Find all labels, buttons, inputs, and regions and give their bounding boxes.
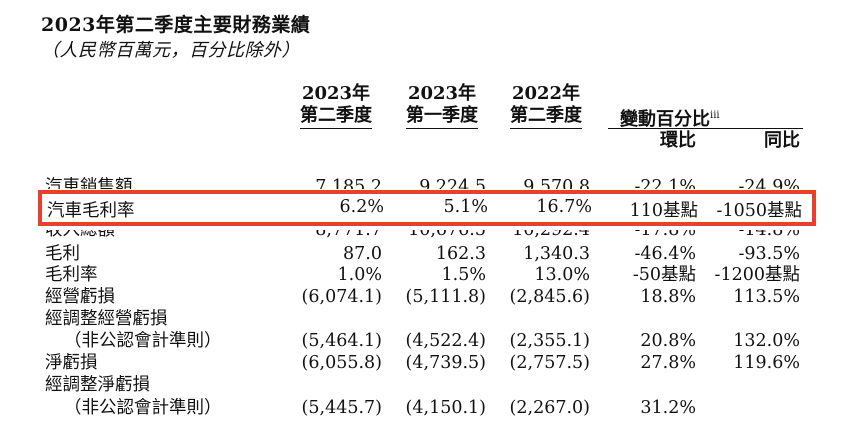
cell-value: (5,111.8) <box>405 287 486 307</box>
cell-value: 113.5% <box>733 287 800 307</box>
row-label: 毛利率 <box>45 265 98 285</box>
cell-value: 20.8% <box>640 331 696 351</box>
cell-value: -1050基點 <box>716 201 802 221</box>
row-label: 收入總額 <box>45 220 115 240</box>
cell-value: -14.8% <box>738 220 800 240</box>
row-label: 經營虧損 <box>45 287 115 307</box>
cell-value: -46.4% <box>634 244 696 264</box>
highlight-box <box>38 190 816 226</box>
cell-value: 9,570.8 <box>523 177 590 197</box>
table-row: 汽車銷售額 7,185.2 9,224.5 9,570.8 -22.1% -24… <box>0 177 852 197</box>
cell-value: (2,845.6) <box>509 287 590 307</box>
cell-value: (5,464.1) <box>301 331 382 351</box>
cell-value: (2,757.5) <box>509 353 590 373</box>
table-row: 毛利 87.0 162.3 1,340.3 -46.4% -93.5% <box>0 244 852 265</box>
col-year: 2022年 <box>511 83 581 104</box>
cell-value: 27.8% <box>640 353 696 373</box>
cell-value: 132.0% <box>733 331 800 351</box>
cell-value: 10,676.5 <box>408 220 486 240</box>
row-label: 淨虧損 <box>45 353 98 373</box>
cell-value: 10,292.4 <box>512 220 590 240</box>
cell-value: 6.2% <box>339 197 384 217</box>
cell-value: 13.0% <box>534 265 590 285</box>
col-header-qoq: 環比 <box>660 130 696 151</box>
col-header-2022q2: 2022年 第二季度 <box>496 83 596 129</box>
cell-value: 16.7% <box>536 197 592 217</box>
cell-value: (5,445.7) <box>301 398 382 418</box>
cell-value: -50基點 <box>632 265 696 285</box>
cell-value: -17.8% <box>634 220 696 240</box>
cell-value: 110基點 <box>629 201 698 221</box>
cell-value: 8,771.7 <box>315 220 382 240</box>
change-header-underline <box>608 128 803 129</box>
cell-value: -1200基點 <box>714 265 800 285</box>
report-title: 2023年第二季度主要財務業績 <box>41 14 311 36</box>
cell-value: -93.5% <box>738 244 800 264</box>
row-label: 經調整淨虧損 <box>45 375 150 395</box>
col-header-change: 變動百分比iii <box>620 105 800 131</box>
cell-value: 162.3 <box>435 244 486 264</box>
cell-value: -22.1% <box>634 177 696 197</box>
cell-value: 31.2% <box>640 398 696 418</box>
report-subtitle: （人民幣百萬元，百分比除外） <box>41 40 300 61</box>
row-label: 汽車銷售額 <box>45 177 133 197</box>
cell-value: (4,522.4) <box>405 331 486 351</box>
highlight-row: 汽車毛利率 6.2% 5.1% 16.7% 110基點 -1050基點 <box>38 190 816 226</box>
cell-value: (2,355.1) <box>509 331 590 351</box>
col-header-yoy: 同比 <box>764 130 800 151</box>
row-label: （非公認會計準則） <box>64 331 222 351</box>
col-year: 2023年 <box>301 83 371 104</box>
table-row: （非公認會計準則） (5,464.1) (4,522.4) (2,355.1) … <box>0 331 852 352</box>
col-header-2023q1: 2023年 第一季度 <box>392 83 492 129</box>
cell-value: (6,055.8) <box>301 353 382 373</box>
cell-value: 1.0% <box>337 265 382 285</box>
col-quarter: 第二季度 <box>510 105 582 129</box>
cell-value: 9,224.5 <box>419 177 486 197</box>
table-row: 毛利率 1.0% 1.5% 13.0% -50基點 -1200基點 <box>0 265 852 286</box>
table-row: 經營虧損 (6,074.1) (5,111.8) (2,845.6) 18.8%… <box>0 287 852 308</box>
cell-value: (2,267.0) <box>509 398 590 418</box>
cell-value: 18.8% <box>640 287 696 307</box>
table-row: 淨虧損 (6,055.8) (4,739.5) (2,757.5) 27.8% … <box>0 353 852 374</box>
col-quarter: 第一季度 <box>406 105 478 129</box>
row-label: （非公認會計準則） <box>64 398 222 418</box>
cell-value: 119.6% <box>733 353 800 373</box>
row-label: 毛利 <box>45 244 80 264</box>
cell-value: 7,185.2 <box>315 177 382 197</box>
cell-value: 1,340.3 <box>523 244 590 264</box>
table-row: 收入總額 8,771.7 10,676.5 10,292.4 -17.8% -1… <box>0 220 852 241</box>
col-header-2023q2: 2023年 第二季度 <box>286 83 386 129</box>
cell-value: 5.1% <box>443 197 488 217</box>
cell-value: (4,150.1) <box>405 398 486 418</box>
table-row: （非公認會計準則） (5,445.7) (4,150.1) (2,267.0) … <box>0 398 852 419</box>
cell-value: 87.0 <box>343 244 382 264</box>
table-row: 經調整淨虧損 <box>0 375 852 396</box>
cell-value: -24.9% <box>738 177 800 197</box>
row-label: 經調整經營虧損 <box>45 309 168 329</box>
cell-value: (6,074.1) <box>301 287 382 307</box>
cell-value: (4,739.5) <box>405 353 486 373</box>
cell-value: 1.5% <box>441 265 486 285</box>
col-year: 2023年 <box>407 83 477 104</box>
col-quarter: 第二季度 <box>300 105 372 129</box>
table-row: 經調整經營虧損 <box>0 309 852 330</box>
highlight-label: 汽車毛利率 <box>47 201 135 221</box>
change-header-footnote: iii <box>710 110 720 121</box>
change-header-label: 變動百分比 <box>620 109 710 130</box>
